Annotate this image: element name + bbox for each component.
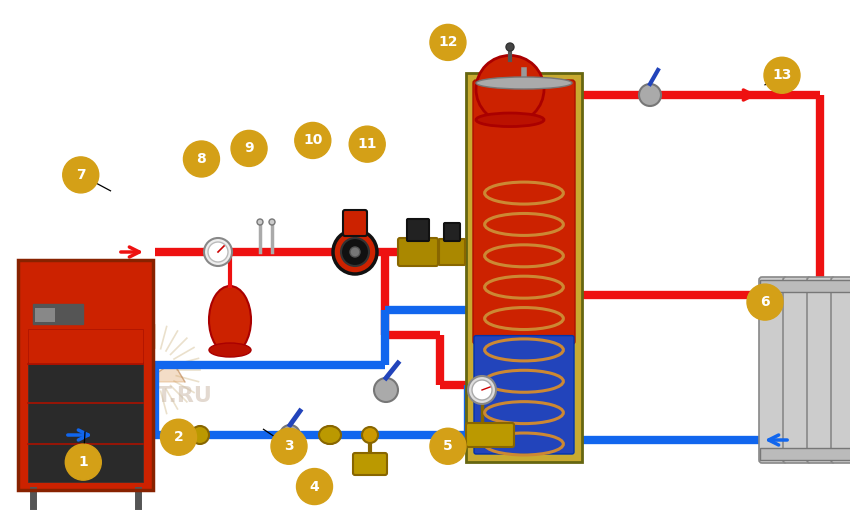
Text: 1: 1 bbox=[78, 455, 88, 469]
Text: 5: 5 bbox=[443, 439, 453, 453]
Circle shape bbox=[257, 219, 263, 225]
FancyBboxPatch shape bbox=[439, 239, 465, 265]
Circle shape bbox=[280, 425, 300, 445]
FancyBboxPatch shape bbox=[760, 448, 850, 460]
FancyBboxPatch shape bbox=[807, 277, 835, 463]
Circle shape bbox=[63, 157, 99, 193]
Ellipse shape bbox=[476, 77, 572, 89]
Circle shape bbox=[350, 247, 360, 257]
Text: 4: 4 bbox=[309, 480, 320, 493]
FancyBboxPatch shape bbox=[343, 210, 367, 236]
Circle shape bbox=[341, 238, 369, 266]
Ellipse shape bbox=[209, 286, 251, 354]
FancyBboxPatch shape bbox=[353, 453, 387, 475]
Text: 10: 10 bbox=[303, 134, 322, 147]
FancyBboxPatch shape bbox=[759, 277, 787, 463]
Text: 6: 6 bbox=[760, 295, 770, 309]
FancyBboxPatch shape bbox=[444, 223, 460, 241]
Circle shape bbox=[321, 426, 339, 444]
Circle shape bbox=[430, 24, 466, 60]
Text: 7: 7 bbox=[76, 168, 86, 182]
Circle shape bbox=[295, 122, 331, 158]
FancyBboxPatch shape bbox=[28, 329, 143, 364]
FancyBboxPatch shape bbox=[831, 277, 850, 463]
FancyBboxPatch shape bbox=[760, 280, 850, 292]
Circle shape bbox=[333, 230, 377, 274]
Circle shape bbox=[269, 219, 275, 225]
Circle shape bbox=[362, 427, 378, 443]
Text: RMNT.RU: RMNT.RU bbox=[99, 386, 212, 406]
Circle shape bbox=[472, 380, 492, 400]
Circle shape bbox=[468, 376, 496, 404]
FancyBboxPatch shape bbox=[473, 80, 575, 344]
Circle shape bbox=[204, 238, 232, 266]
Circle shape bbox=[65, 444, 101, 480]
FancyBboxPatch shape bbox=[35, 308, 55, 322]
FancyBboxPatch shape bbox=[466, 73, 582, 462]
Ellipse shape bbox=[209, 343, 251, 357]
Circle shape bbox=[639, 84, 661, 106]
Text: 11: 11 bbox=[358, 137, 377, 151]
FancyBboxPatch shape bbox=[398, 238, 438, 266]
Text: 2: 2 bbox=[173, 430, 184, 444]
FancyBboxPatch shape bbox=[407, 219, 429, 241]
Circle shape bbox=[271, 428, 307, 464]
FancyBboxPatch shape bbox=[466, 423, 514, 447]
Ellipse shape bbox=[476, 113, 544, 127]
FancyBboxPatch shape bbox=[33, 304, 83, 324]
Text: 12: 12 bbox=[439, 36, 457, 49]
FancyBboxPatch shape bbox=[783, 277, 811, 463]
Text: 9: 9 bbox=[244, 142, 254, 155]
Circle shape bbox=[184, 141, 219, 177]
Circle shape bbox=[430, 428, 466, 464]
Circle shape bbox=[208, 242, 228, 262]
FancyBboxPatch shape bbox=[28, 363, 143, 482]
Ellipse shape bbox=[476, 56, 544, 123]
Circle shape bbox=[161, 419, 196, 455]
Circle shape bbox=[374, 378, 398, 402]
Circle shape bbox=[297, 469, 332, 505]
Circle shape bbox=[191, 426, 209, 444]
Text: 13: 13 bbox=[773, 68, 791, 82]
FancyBboxPatch shape bbox=[474, 335, 574, 454]
FancyBboxPatch shape bbox=[18, 260, 153, 490]
Text: 3: 3 bbox=[284, 439, 294, 453]
Circle shape bbox=[747, 284, 783, 320]
Circle shape bbox=[506, 43, 514, 51]
Circle shape bbox=[349, 126, 385, 162]
Text: 8: 8 bbox=[196, 152, 207, 166]
Circle shape bbox=[764, 57, 800, 93]
Ellipse shape bbox=[319, 426, 341, 444]
Polygon shape bbox=[125, 362, 185, 382]
Circle shape bbox=[231, 130, 267, 166]
